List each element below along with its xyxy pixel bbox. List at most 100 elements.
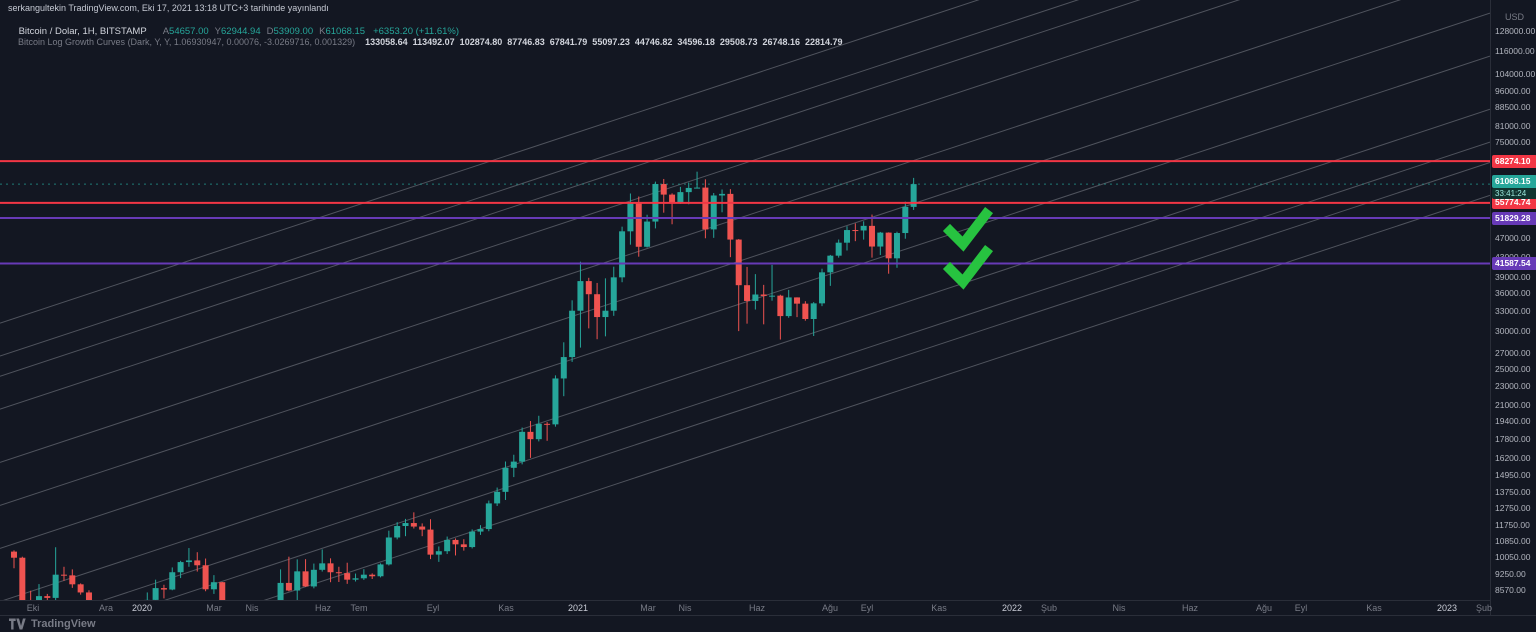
candle-body (202, 565, 209, 590)
symbol-title[interactable]: Bitcoin / Dolar, 1H, BITSTAMP (18, 26, 147, 37)
price-tick: 14950.00 (1495, 470, 1531, 480)
price-tick: 25000.00 (1495, 363, 1531, 374)
price-line-badge[interactable]: 41587.54 (1492, 257, 1536, 271)
indicator-name[interactable]: Bitcoin Log Growth Curves (Dark, Y, Y, 1… (18, 37, 356, 47)
tradingview-watermark[interactable]: TradingView (31, 618, 96, 630)
candle-body (760, 294, 767, 296)
candle-body (185, 560, 192, 563)
time-tick: Şub (1475, 603, 1492, 613)
time-tick: Nis (1112, 603, 1126, 613)
candle-body (885, 232, 892, 259)
log-growth-curve (0, 0, 1080, 357)
candle-body (802, 303, 809, 319)
last-price-badge[interactable]: 61068.15 (1492, 175, 1536, 189)
candle-body (410, 523, 417, 527)
check-mark-sticker[interactable] (942, 244, 994, 290)
time-tick: Ara (98, 603, 113, 613)
price-tick: 9250.00 (1495, 569, 1526, 580)
candle-body (610, 277, 617, 311)
candle-body (602, 310, 609, 318)
candle-body (819, 272, 826, 304)
time-tick: Haz (314, 603, 331, 613)
candle-body (560, 357, 567, 379)
candle-body (744, 285, 751, 301)
candle-body (77, 584, 84, 593)
candle-body (502, 467, 509, 492)
candle-body (435, 551, 442, 555)
log-growth-curve (0, 0, 980, 324)
candle-body (194, 560, 201, 566)
candle-body (735, 239, 742, 286)
candle-body (835, 242, 842, 256)
time-tick: Eki (26, 603, 40, 613)
open-value: 54657.00 (169, 26, 209, 37)
time-tick: 2023 (1436, 603, 1458, 613)
time-axis[interactable]: Eki Ara 2020 Mar Nis Haz Tem Eyl Kas 2021 Mar Nis Ha… (0, 600, 1492, 616)
candle-body (544, 423, 551, 425)
candle-body (785, 297, 792, 317)
price-tick: 13750.00 (1495, 487, 1531, 498)
candle-body (35, 596, 42, 600)
time-tick: Eyl (860, 603, 874, 613)
candle-body (702, 187, 709, 230)
candle-body (377, 564, 384, 577)
candle-body (44, 596, 51, 598)
candle-body (319, 563, 326, 570)
price-tick: 10850.00 (1495, 536, 1531, 547)
candle-body (11, 551, 17, 558)
time-tick: Haz (1181, 603, 1198, 613)
tradingview-logo-icon[interactable] (9, 618, 26, 630)
candle-body (452, 539, 459, 545)
price-tick: 16200.00 (1495, 453, 1531, 464)
open-label: A (162, 26, 170, 37)
candle-body (685, 187, 692, 193)
candle-body (277, 582, 284, 600)
symbol-info-row: Bitcoin / Dolar, 1H, BITSTAMP A54657.00 Y6… (8, 15, 459, 48)
candle-body (460, 544, 467, 548)
low-value: 53909.00 (273, 26, 314, 37)
candle-body (310, 569, 317, 587)
time-tick: Kas (498, 603, 514, 613)
candle-body (485, 503, 492, 530)
candle-body (469, 531, 476, 548)
candle-body (52, 574, 59, 598)
candle-body (335, 572, 342, 574)
close-label: K (319, 26, 326, 37)
footer-bar: TradingView (0, 615, 1536, 632)
price-tick: 27000.00 (1495, 347, 1531, 358)
candle-body (535, 423, 542, 440)
candle-body (694, 187, 701, 189)
candle-body (727, 193, 734, 240)
log-growth-curve (0, 0, 1402, 463)
chart-canvas[interactable] (0, 0, 1490, 600)
price-axis[interactable]: USD 128000.00 116000.00 104000.00 96000.00 8… (1490, 0, 1536, 615)
price-line-badge[interactable]: 68274.10 (1492, 154, 1536, 168)
price-tick: 19400.00 (1495, 416, 1531, 427)
candle-body (627, 202, 634, 232)
candle-body (794, 297, 801, 304)
candle-body (868, 225, 875, 247)
price-tick: 23000.00 (1495, 380, 1531, 391)
price-change: +6353.20 (+11.61%) (373, 26, 460, 37)
candle-body (569, 310, 576, 358)
price-line-badge[interactable]: 55774.74 (1492, 196, 1536, 210)
candle-body (577, 281, 584, 311)
candle-body (369, 574, 376, 577)
log-growth-curve (0, 55, 1490, 549)
candle-body (635, 202, 642, 247)
price-tick: 8570.00 (1495, 585, 1526, 596)
check-mark-sticker[interactable] (942, 206, 994, 252)
candle-body (444, 539, 451, 552)
price-tick: 128000.00 (1495, 26, 1536, 37)
price-line-badge[interactable]: 51829.28 (1492, 211, 1536, 225)
candle-body (877, 232, 884, 247)
indicator-row[interactable]: Bitcoin Log Growth Curves (Dark, Y, Y, 1… (8, 27, 843, 57)
price-tick: 75000.00 (1495, 136, 1531, 147)
candle-body (360, 574, 367, 579)
price-tick: 17800.00 (1495, 433, 1531, 444)
candle-body (852, 230, 859, 232)
candle-body (510, 461, 517, 468)
candle-body (677, 192, 684, 203)
time-tick: 2020 (131, 603, 153, 613)
candle-body (752, 294, 759, 301)
